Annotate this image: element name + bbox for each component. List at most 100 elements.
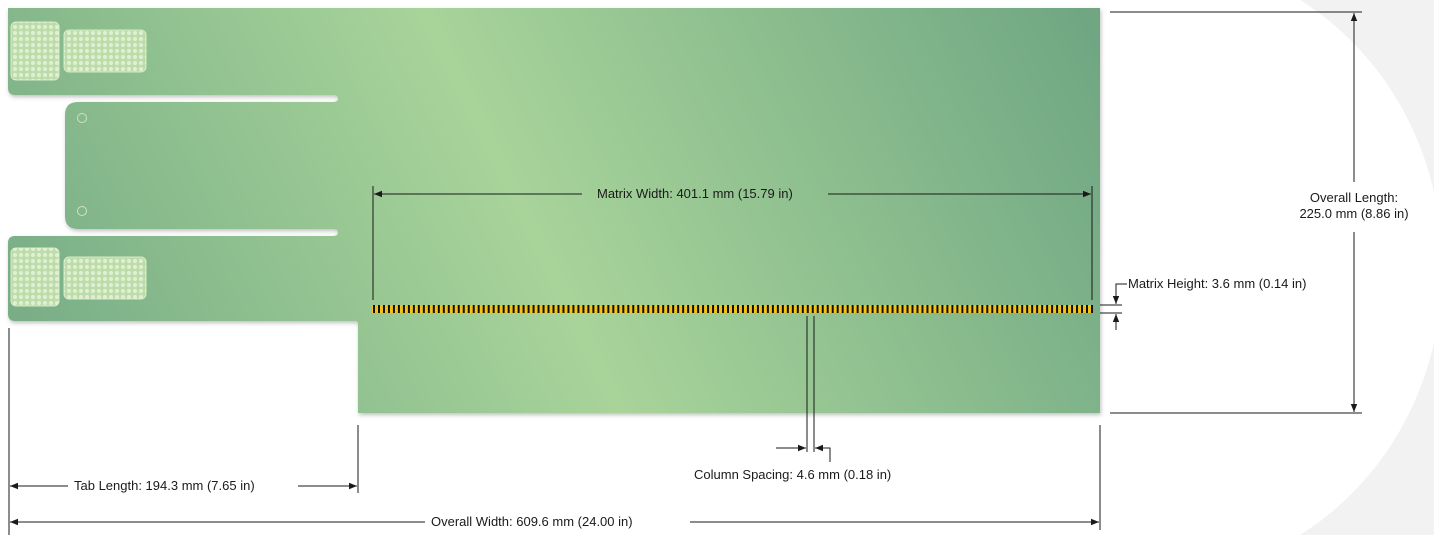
matrix-column <box>841 305 844 313</box>
matrix-column <box>527 305 530 313</box>
matrix-column <box>412 305 415 313</box>
matrix-column <box>921 305 924 313</box>
matrix-column <box>592 305 595 313</box>
matrix-column <box>876 305 879 313</box>
matrix-column <box>632 305 635 313</box>
matrix-column <box>856 305 859 313</box>
matrix-column <box>547 305 550 313</box>
matrix-column <box>1011 305 1014 313</box>
matrix-column <box>682 305 685 313</box>
matrix-column <box>382 305 385 313</box>
matrix-column <box>1091 305 1093 313</box>
matrix-column <box>577 305 580 313</box>
matrix-column <box>851 305 854 313</box>
matrix-column <box>1001 305 1004 313</box>
matrix-column <box>836 305 839 313</box>
column-spacing-label: Column Spacing: 4.6 mm (0.18 in) <box>690 467 896 483</box>
matrix-column <box>707 305 710 313</box>
board-body <box>8 8 1100 413</box>
matrix-column <box>642 305 645 313</box>
matrix-column <box>861 305 864 313</box>
matrix-column <box>751 305 754 313</box>
matrix-column <box>402 305 405 313</box>
matrix-column <box>482 305 485 313</box>
matrix-column <box>637 305 640 313</box>
matrix-column <box>966 305 969 313</box>
matrix-column <box>941 305 944 313</box>
matrix-column <box>996 305 999 313</box>
matrix-column <box>612 305 615 313</box>
matrix-column <box>522 305 525 313</box>
matrix-column <box>567 305 570 313</box>
matrix-column <box>956 305 959 313</box>
matrix-column <box>687 305 690 313</box>
matrix-column <box>891 305 894 313</box>
matrix-column <box>542 305 545 313</box>
matrix-column <box>387 305 390 313</box>
matrix-column <box>652 305 655 313</box>
matrix-column <box>532 305 535 313</box>
matrix-column <box>667 305 670 313</box>
matrix-column <box>727 305 730 313</box>
matrix-column <box>1046 305 1049 313</box>
matrix-column <box>587 305 590 313</box>
matrix-column <box>442 305 445 313</box>
matrix-column <box>1041 305 1044 313</box>
matrix-column <box>622 305 625 313</box>
backdrop-arc <box>1300 0 1434 535</box>
matrix-column <box>896 305 899 313</box>
matrix-column <box>1061 305 1064 313</box>
matrix-width-label: Matrix Width: 401.1 mm (15.79 in) <box>597 186 793 201</box>
matrix-column <box>1051 305 1054 313</box>
matrix-column <box>487 305 490 313</box>
matrix-column <box>392 305 395 313</box>
matrix-column <box>662 305 665 313</box>
lower-tab-pads <box>10 247 147 307</box>
matrix-column <box>906 305 909 313</box>
matrix-column <box>1026 305 1029 313</box>
matrix-column <box>602 305 605 313</box>
matrix-column <box>447 305 450 313</box>
matrix-column <box>437 305 440 313</box>
column-spacing-arrow-right <box>815 444 831 462</box>
matrix-column <box>427 305 430 313</box>
matrix-column <box>562 305 565 313</box>
matrix-column <box>741 305 744 313</box>
matrix-column <box>816 305 819 313</box>
matrix-column <box>517 305 520 313</box>
matrix-column <box>981 305 984 313</box>
matrix-column <box>627 305 630 313</box>
matrix-column <box>722 305 725 313</box>
matrix-column <box>422 305 425 313</box>
matrix-column <box>866 305 869 313</box>
matrix-column <box>1031 305 1034 313</box>
matrix-column <box>557 305 560 313</box>
matrix-height-leader <box>1112 283 1127 304</box>
matrix-column <box>791 305 794 313</box>
matrix-column <box>432 305 435 313</box>
matrix-column <box>462 305 465 313</box>
matrix-height-label: Matrix Height: 3.6 mm (0.14 in) <box>1128 276 1307 291</box>
matrix-column <box>373 305 375 313</box>
mounting-hole <box>77 206 87 216</box>
sensing-matrix <box>372 305 1093 313</box>
matrix-column <box>846 305 849 313</box>
dimension-lines <box>8 11 1362 535</box>
matrix-column <box>786 305 789 313</box>
matrix-column <box>976 305 979 313</box>
matrix-column <box>657 305 660 313</box>
matrix-column <box>537 305 540 313</box>
matrix-column <box>871 305 874 313</box>
matrix-column <box>647 305 650 313</box>
matrix-column <box>961 305 964 313</box>
matrix-column <box>552 305 555 313</box>
matrix-column <box>582 305 585 313</box>
matrix-column <box>946 305 949 313</box>
matrix-column <box>811 305 814 313</box>
mounting-hole <box>77 113 87 123</box>
matrix-column <box>806 305 809 313</box>
matrix-column <box>702 305 705 313</box>
matrix-column <box>397 305 400 313</box>
overall-width-label: Overall Width: 609.6 mm (24.00 in) <box>427 514 637 530</box>
matrix-column <box>507 305 510 313</box>
